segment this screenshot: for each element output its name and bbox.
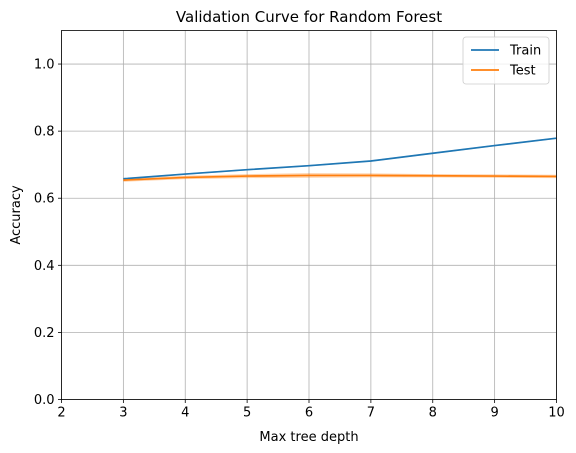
test-data-point <box>308 174 310 176</box>
y-tick-label: 0.8 <box>34 125 55 140</box>
x-axis-ticks: 2 3 4 5 6 7 8 9 10 <box>57 399 565 421</box>
x-tick-label: 3 <box>119 406 127 421</box>
y-axis-ticks: 0.0 0.2 0.4 0.6 0.8 1.0 <box>34 58 62 408</box>
x-tick-label: 6 <box>305 406 313 421</box>
test-series-line <box>123 174 557 181</box>
train-data-point <box>246 169 248 171</box>
y-tick-label: 0.2 <box>34 326 55 341</box>
test-data-point <box>493 175 495 177</box>
train-data-point <box>370 160 372 162</box>
legend-label-train: Train <box>509 44 541 59</box>
x-tick-label: 10 <box>548 406 565 421</box>
y-tick-label: 0.0 <box>34 393 55 408</box>
y-tick-label: 0.4 <box>34 259 55 274</box>
x-tick-label: 4 <box>181 406 189 421</box>
train-series-line <box>123 137 557 180</box>
x-tick-label: 9 <box>490 406 498 421</box>
legend-box <box>462 36 550 85</box>
legend: Train Test <box>462 36 550 85</box>
train-data-point <box>432 152 434 154</box>
y-axis-label: Accuracy <box>9 185 24 245</box>
x-tick-label: 8 <box>429 406 437 421</box>
x-tick-label: 5 <box>243 406 251 421</box>
x-axis-label: Max tree depth <box>259 430 358 445</box>
y-tick-label: 1.0 <box>34 58 55 73</box>
series-lines <box>122 137 557 181</box>
x-tick-label: 7 <box>367 406 375 421</box>
legend-label-test: Test <box>509 64 536 79</box>
test-data-point <box>184 176 186 178</box>
test-data-point <box>370 174 372 176</box>
train-data-point <box>308 164 310 166</box>
x-tick-label: 2 <box>57 406 65 421</box>
test-data-point <box>246 175 248 177</box>
test-data-point <box>122 179 124 181</box>
y-tick-label: 0.6 <box>34 192 55 207</box>
test-data-point <box>432 175 434 177</box>
chart-title: Validation Curve for Random Forest <box>176 8 442 26</box>
train-data-point <box>493 144 495 146</box>
train-data-point <box>184 173 186 175</box>
